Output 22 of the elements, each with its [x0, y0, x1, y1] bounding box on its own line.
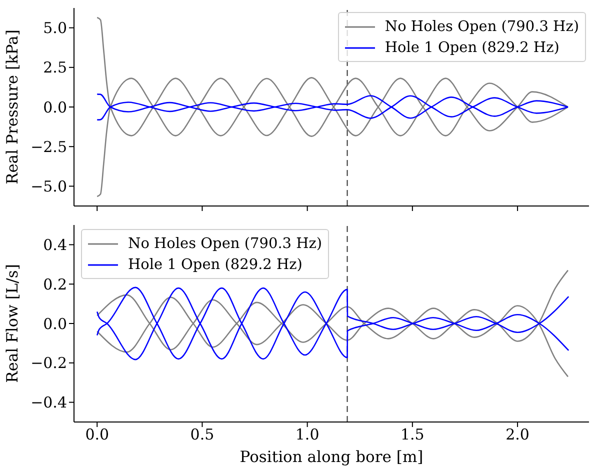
y-tick-label: −5.0 — [30, 178, 67, 196]
x-tick-label: 0.0 — [85, 426, 110, 444]
x-tick-label: 1.0 — [295, 426, 320, 444]
y-axis-title: Real Pressure [kPa] — [4, 30, 22, 184]
y-tick-label: −2.5 — [30, 138, 67, 156]
legend-label: No Holes Open (790.3 Hz) — [384, 18, 579, 34]
x-tick-label: 2.0 — [506, 426, 530, 444]
y-tick-label: 0.2 — [43, 275, 67, 294]
legend-label: No Holes Open (790.3 Hz) — [128, 236, 322, 252]
legend-label: Hole 1 Open (829.2 Hz) — [128, 256, 302, 272]
x-tick-label: 1.5 — [400, 426, 424, 444]
y-tick-label: 5.0 — [43, 19, 67, 38]
y-tick-label: 2.5 — [43, 58, 67, 77]
y-tick-label: −0.4 — [30, 394, 67, 412]
x-axis-title: Position along bore [m] — [240, 448, 424, 466]
y-axis-title: Real Flow [L/s] — [4, 264, 22, 383]
y-tick-label: 0.0 — [43, 98, 67, 116]
y-tick-label: −0.2 — [30, 354, 67, 372]
x-tick-label: 0.5 — [190, 426, 214, 444]
legend-label: Hole 1 Open (829.2 Hz) — [384, 40, 560, 56]
y-tick-label: 0.0 — [43, 314, 67, 333]
y-tick-label: 0.4 — [43, 236, 67, 254]
